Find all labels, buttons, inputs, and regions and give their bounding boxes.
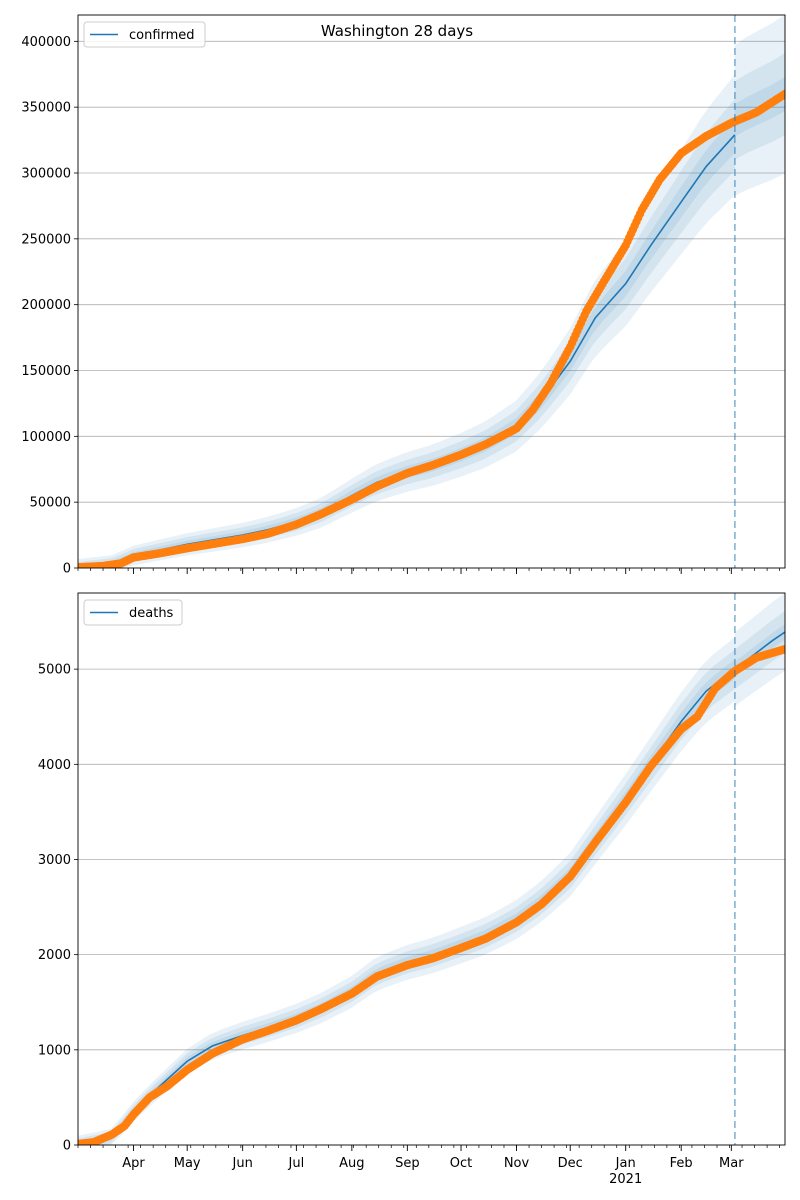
legend: deaths: [83, 599, 183, 626]
confidence-band-3: [78, 637, 735, 1145]
y-tick-label: 350000: [21, 101, 71, 116]
x-tick-label: Nov: [504, 1156, 530, 1171]
y-tick-label: 5000: [38, 663, 71, 678]
observed-point: [780, 644, 785, 654]
y-tick-label: 400000: [21, 35, 71, 50]
y-tick-label: 0: [63, 562, 71, 577]
plot-area: [78, 15, 785, 568]
observed-point: [780, 89, 785, 99]
y-tick-label: 300000: [21, 167, 71, 182]
confidence-band-2: [78, 98, 735, 568]
confidence-band-1: [78, 659, 735, 1145]
confirmed-panel: 0 50000 100000 150000 200000 250000 300000 3500…: [21, 14, 786, 577]
y-tick-label: 100000: [21, 430, 71, 445]
confidence-band-1: [78, 116, 735, 568]
x-year-label: 2021: [609, 1172, 642, 1187]
y-tick-label: 50000: [30, 496, 71, 511]
x-tick-label: Oct: [450, 1156, 472, 1171]
legend-box: [83, 21, 206, 48]
x-axis-bottom-panel: Apr May Jun Jul Aug Sep Oct Nov Dec Jan Feb Mar 2021: [77, 1145, 780, 1187]
chart-title: Washington 28 days: [321, 22, 473, 40]
x-tick-label: Mar: [719, 1156, 744, 1171]
plot-frame: [77, 592, 786, 1146]
y-tick-label: 150000: [21, 364, 71, 379]
legend: confirmed: [83, 21, 206, 48]
y-tick-label: 4000: [38, 758, 71, 773]
legend-label: deaths: [129, 606, 174, 621]
x-tick-label: Jul: [288, 1156, 305, 1171]
confidence-band-2: [78, 649, 735, 1145]
legend-box: [83, 599, 183, 626]
x-tick-label: Feb: [670, 1156, 693, 1171]
y-tick-label: 200000: [21, 298, 71, 313]
confidence-band-3: [78, 74, 735, 568]
x-axis-top-panel: [77, 568, 780, 574]
x-tick-label: Apr: [122, 1156, 145, 1171]
plot-frame: [77, 14, 786, 569]
plot-area: [78, 593, 785, 1145]
x-tick-label: May: [174, 1156, 201, 1171]
y-tick-label: 1000: [38, 1043, 71, 1058]
x-tick-label: Aug: [339, 1156, 364, 1171]
y-tick-label: 0: [63, 1139, 71, 1154]
x-tick-label: Dec: [558, 1156, 583, 1171]
y-tick-label: 250000: [21, 232, 71, 247]
y-tick-label: 2000: [38, 948, 71, 963]
x-tick-label: Jan: [615, 1156, 636, 1171]
y-tick-label: 3000: [38, 853, 71, 868]
x-tick-label: Jun: [232, 1156, 253, 1171]
legend-label: confirmed: [129, 28, 195, 43]
deaths-panel: 0 1000 2000 3000 4000 5000 deaths: [38, 592, 786, 1154]
x-tick-label: Sep: [395, 1156, 420, 1171]
